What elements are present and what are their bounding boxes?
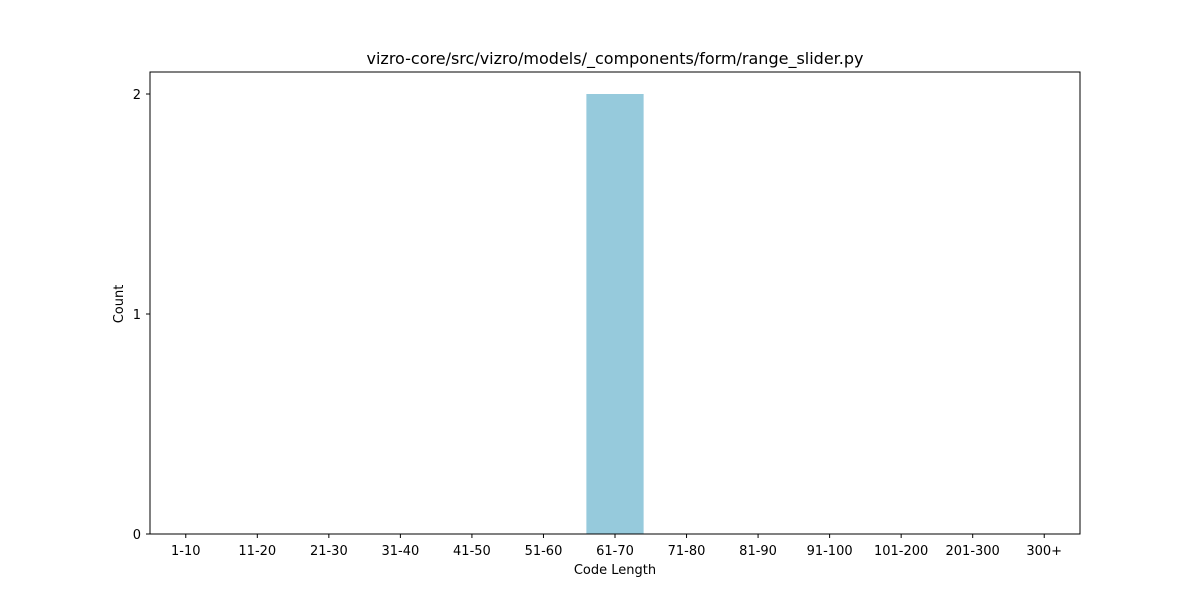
- x-tick-label: 91-100: [807, 544, 853, 559]
- y-tick-label: 0: [133, 528, 141, 543]
- x-tick-label: 11-20: [238, 544, 276, 559]
- x-axis-label: Code Length: [574, 563, 656, 578]
- y-axis: 0 1 2: [133, 88, 150, 543]
- bars-group: [586, 94, 644, 534]
- x-tick-label: 31-40: [381, 544, 419, 559]
- x-tick-label: 81-90: [739, 544, 777, 559]
- x-tick-label: 51-60: [525, 544, 563, 559]
- bar-61-70: [586, 94, 644, 534]
- chart-title: vizro-core/src/vizro/models/_components/…: [367, 49, 864, 69]
- x-tick-label: 21-30: [310, 544, 348, 559]
- x-tick-label: 201-300: [946, 544, 1000, 559]
- x-tick-label: 71-80: [668, 544, 706, 559]
- x-tick-label: 61-70: [596, 544, 634, 559]
- y-axis-label: Count: [112, 285, 127, 324]
- y-tick-label: 2: [133, 88, 141, 103]
- y-tick-label: 1: [133, 308, 141, 323]
- x-tick-label: 41-50: [453, 544, 491, 559]
- x-tick-label: 300+: [1026, 544, 1062, 559]
- x-tick-label: 101-200: [874, 544, 928, 559]
- x-axis: 1-10 11-20 21-30 31-40 41-50 51-60 61-70 71-80 8…: [171, 534, 1062, 559]
- x-tick-label: 1-10: [171, 544, 201, 559]
